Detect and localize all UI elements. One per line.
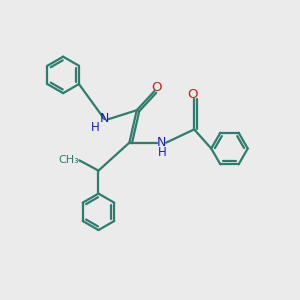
Text: N: N (157, 136, 167, 148)
Text: CH₃: CH₃ (59, 155, 80, 165)
Text: H: H (158, 146, 166, 159)
Text: O: O (152, 81, 162, 94)
Text: O: O (188, 88, 198, 100)
Text: N: N (100, 112, 109, 125)
Text: H: H (91, 121, 99, 134)
